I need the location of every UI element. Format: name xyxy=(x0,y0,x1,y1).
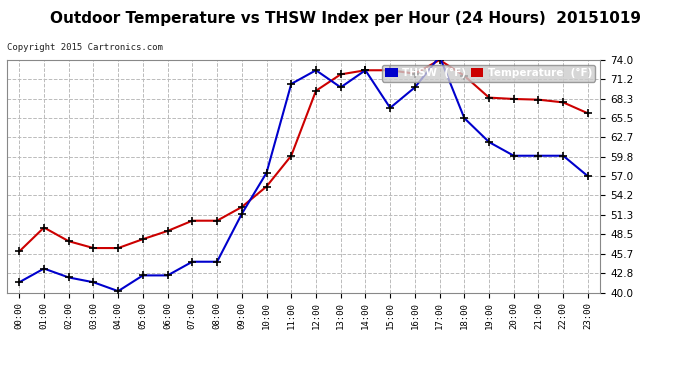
Text: Outdoor Temperature vs THSW Index per Hour (24 Hours)  20151019: Outdoor Temperature vs THSW Index per Ho… xyxy=(50,11,640,26)
Text: Copyright 2015 Cartronics.com: Copyright 2015 Cartronics.com xyxy=(7,43,163,52)
Legend: THSW  (°F), Temperature  (°F): THSW (°F), Temperature (°F) xyxy=(382,65,595,81)
